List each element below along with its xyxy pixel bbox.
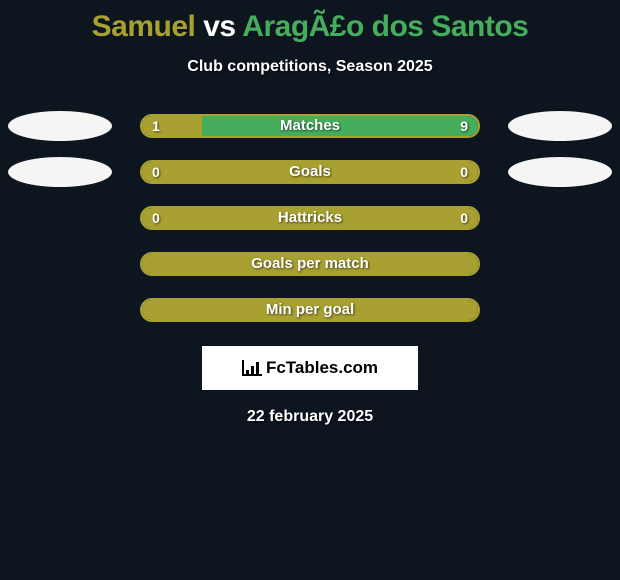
player1-avatar	[8, 157, 112, 187]
stat-label: Goals per match	[142, 254, 478, 274]
stat-bar: Goals0 0	[140, 160, 480, 184]
stat-value-right: 9	[460, 116, 468, 136]
player2-name: AragÃ£o dos Santos	[242, 10, 528, 43]
stat-value-left: 0	[152, 162, 160, 182]
page-title: Samuel vs AragÃ£o dos Santos	[0, 0, 620, 44]
player1-avatar	[8, 111, 112, 141]
stat-rows: Matches19Goals00Hattricks00Goals per mat…	[0, 114, 620, 324]
stat-row: Hattricks0 0	[0, 206, 620, 232]
stat-row: Matches1 9	[0, 114, 620, 140]
stat-row: Goals per match	[0, 252, 620, 278]
stat-value-left: 0	[152, 208, 160, 228]
stat-value-right: 0	[460, 208, 468, 228]
player1-name: Samuel	[92, 10, 196, 43]
stat-row: Goals0 0	[0, 160, 620, 186]
stat-bar: Min per goal	[140, 298, 480, 322]
player2-avatar	[508, 111, 612, 141]
stat-bar: Goals per match	[140, 252, 480, 276]
stat-label: Hattricks	[142, 208, 478, 228]
subtitle: Club competitions, Season 2025	[0, 58, 620, 76]
stat-label: Min per goal	[142, 300, 478, 320]
barchart-icon	[242, 360, 262, 376]
logo-text: FcTables.com	[266, 358, 378, 378]
stat-label: Goals	[142, 162, 478, 182]
stat-label: Matches	[142, 116, 478, 136]
logo: FcTables.com	[242, 358, 378, 378]
stat-value-right: 0	[460, 162, 468, 182]
stat-value-left: 1	[152, 116, 160, 136]
date-text: 22 february 2025	[0, 408, 620, 426]
player2-avatar	[508, 157, 612, 187]
stat-row: Min per goal	[0, 298, 620, 324]
logo-box[interactable]: FcTables.com	[202, 346, 418, 390]
stat-bar: Matches1 9	[140, 114, 480, 138]
stat-bar: Hattricks0 0	[140, 206, 480, 230]
vs-text: vs	[195, 10, 242, 43]
